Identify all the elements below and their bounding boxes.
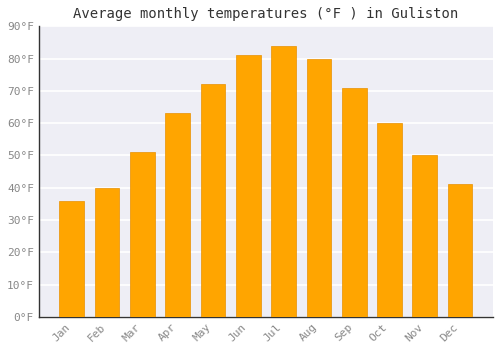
Bar	[271, 46, 296, 317]
Bar	[412, 155, 437, 317]
Bar	[377, 123, 402, 317]
Bar	[130, 152, 155, 317]
Bar	[94, 188, 120, 317]
Bar	[236, 55, 260, 317]
Bar	[306, 58, 331, 317]
Bar	[448, 184, 472, 317]
Bar	[60, 201, 84, 317]
Title: Average monthly temperatures (°F ) in Guliston: Average monthly temperatures (°F ) in Gu…	[74, 7, 458, 21]
Bar	[342, 88, 366, 317]
Bar	[200, 84, 226, 317]
Bar	[166, 113, 190, 317]
